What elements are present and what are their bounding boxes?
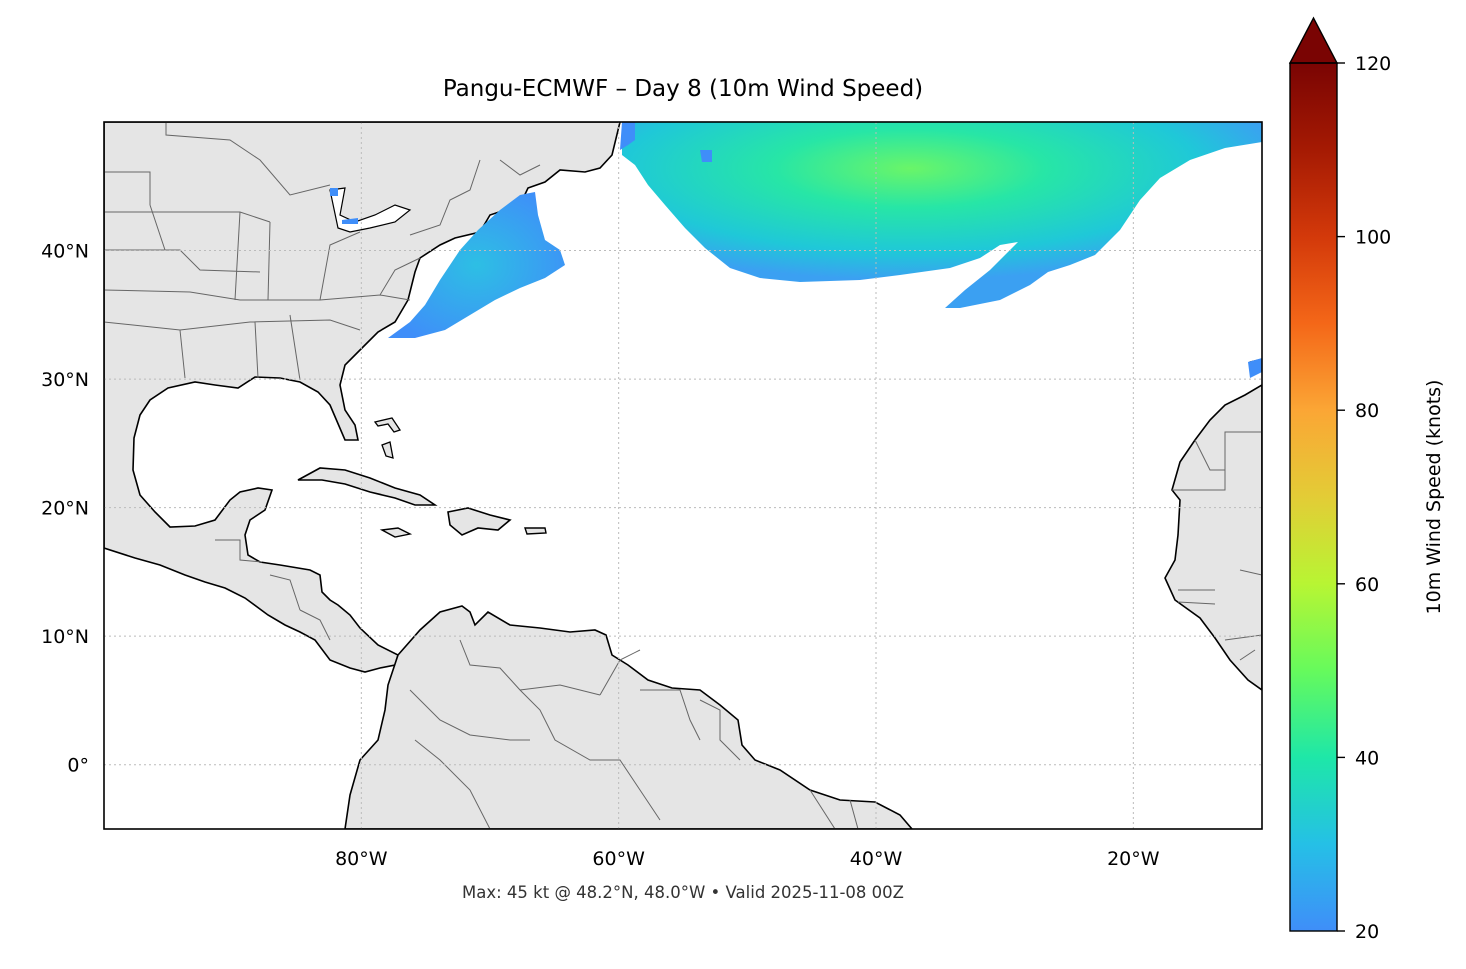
gridlines: [104, 122, 1262, 829]
longitude-tick-label: 80°W: [335, 848, 388, 870]
land-bahamas: [373, 417, 402, 459]
map-title: Pangu-ECMWF – Day 8 (10m Wind Speed): [442, 76, 924, 102]
colorbar: 20 40 60 80 100 120 10m Wind Speed (knots): [1288, 16, 1445, 943]
map-frame: [103, 121, 1263, 830]
land-jamaica: [379, 527, 413, 538]
colorbar-ticks: 20 40 60 80 100 120: [1337, 53, 1391, 943]
max-wind-caption: Max: 45 kt @ 48.2°N, 48.0°W • Valid 2025…: [462, 883, 904, 902]
latitude-tick-label: 40°N: [41, 241, 89, 263]
colorbar-extend-arrow: [1288, 16, 1339, 64]
colorbar-tick-label: 60: [1355, 574, 1379, 596]
latitude-tick-label: 10°N: [41, 626, 89, 648]
colorbar-tick-label: 80: [1355, 400, 1379, 422]
land-south-america: [344, 605, 914, 829]
colorbar-label: 10m Wind Speed (knots): [1423, 380, 1445, 615]
latitude-tick-label: 20°N: [41, 498, 89, 520]
land-hispaniola: [447, 507, 512, 536]
colorbar-tick-label: 100: [1355, 227, 1391, 249]
longitude-tick-label: 40°W: [850, 848, 903, 870]
political-borders: [104, 122, 1262, 829]
land-africa: [1164, 384, 1262, 691]
colorbar-gradient: [1290, 63, 1337, 931]
longitude-ticks: 80°W 60°W 40°W 20°W: [335, 848, 1160, 870]
longitude-tick-label: 60°W: [592, 848, 645, 870]
colorbar-tick-label: 40: [1355, 747, 1379, 769]
longitude-tick-label: 20°W: [1107, 848, 1160, 870]
wind-field-north: [622, 122, 1262, 308]
latitude-tick-label: 0°: [67, 755, 89, 777]
land-puerto-rico: [524, 527, 547, 535]
latitude-ticks: 40°N 30°N 20°N 10°N 0°: [41, 241, 89, 777]
colorbar-tick-label: 120: [1355, 53, 1391, 75]
colorbar-tick-label: 20: [1355, 921, 1379, 943]
land-cuba: [297, 467, 438, 506]
colorbar-frame: [1289, 62, 1338, 932]
wind-field-coastal: [388, 192, 565, 338]
latitude-tick-label: 30°N: [41, 369, 89, 391]
